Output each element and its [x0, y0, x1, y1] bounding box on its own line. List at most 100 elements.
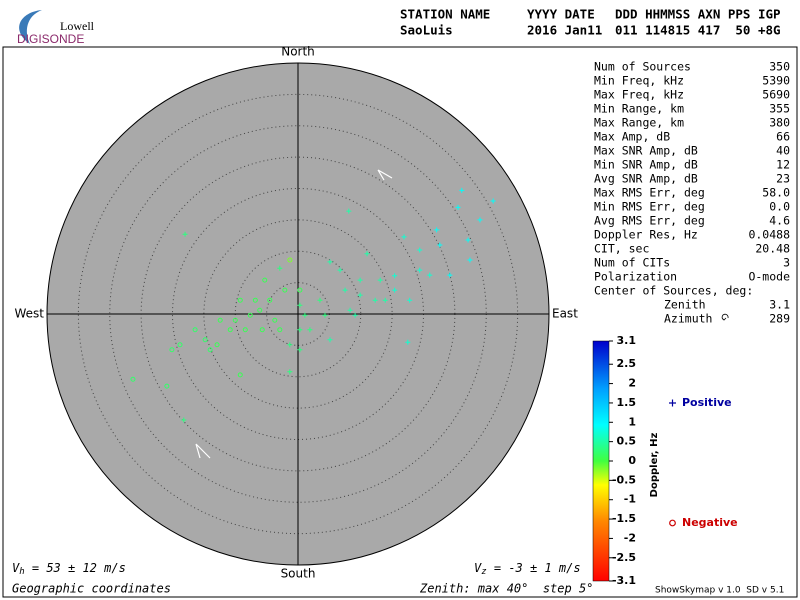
- source-point: [372, 297, 378, 303]
- azimuth-icon: [721, 313, 729, 321]
- source-point: [214, 342, 220, 348]
- direction-label: North: [281, 45, 315, 59]
- source-point: [192, 327, 198, 333]
- direction-label: West: [14, 307, 44, 321]
- stat-value: 40: [776, 144, 790, 158]
- colorbar-tick-label: -2: [624, 531, 636, 544]
- source-point: [297, 287, 303, 293]
- source-point: [352, 312, 358, 318]
- source-point: [177, 342, 183, 348]
- stat-label: Doppler Res, Hz: [594, 228, 698, 242]
- source-point: [277, 265, 283, 271]
- source-point: [252, 297, 258, 303]
- source-point: [327, 259, 333, 265]
- stat-label: Max Freq, kHz: [594, 88, 684, 102]
- source-point: [282, 287, 288, 293]
- source-point: [259, 327, 265, 333]
- source-point: [437, 242, 443, 248]
- stat-value: O-mode: [748, 270, 790, 284]
- stat-label: Max Range, km: [594, 116, 684, 130]
- source-point: [227, 327, 233, 333]
- stat-label: Num of Sources: [594, 60, 691, 74]
- source-point: [417, 247, 423, 253]
- source-point: [382, 297, 388, 303]
- colorbar-tick-label: 0.5: [617, 435, 637, 448]
- source-point: [297, 302, 303, 308]
- stat-value: 66: [776, 130, 790, 144]
- source-point: [181, 417, 187, 423]
- logo-swoosh: [19, 10, 42, 44]
- source-point: [164, 383, 170, 389]
- source-point: [217, 317, 223, 323]
- header-value: 011 114815 417 50 +8G: [615, 23, 781, 38]
- source-point: [447, 272, 453, 278]
- stat-label: Min SNR Amp, dB: [594, 158, 698, 172]
- source-point: [467, 257, 473, 263]
- source-point: [302, 312, 308, 318]
- legend-marker: [669, 399, 676, 407]
- stat-label: Min Range, km: [594, 102, 684, 116]
- colorbar-tick-label: 2.5: [617, 357, 637, 370]
- source-point: [364, 251, 370, 257]
- source-point: [322, 312, 328, 318]
- source-point: [182, 231, 188, 237]
- source-point: [392, 273, 398, 279]
- source-point: [405, 339, 411, 345]
- source-point: [455, 204, 461, 210]
- stat-label: Max SNR Amp, dB: [594, 144, 698, 158]
- source-point: [377, 277, 383, 283]
- source-point: [465, 237, 471, 243]
- coords: Geographic coordinates: [12, 582, 171, 596]
- stats: Num of Sources 350 Min Freq, kHz 5390 Max Fr…: [594, 60, 790, 326]
- stat-label: Max RMS Err, deg: [594, 186, 705, 200]
- logo-top: Lowell: [60, 19, 95, 33]
- colorbar-scale: [592, 340, 610, 582]
- source-point: [267, 297, 273, 303]
- source-point: [169, 347, 175, 353]
- stat-value: 23: [776, 172, 790, 186]
- stat-value: 355: [769, 102, 790, 116]
- colorbar-tick-label: 2: [628, 377, 636, 390]
- colorbar-tick-label: -1: [624, 493, 636, 506]
- header-label: STATION NAME: [400, 7, 490, 22]
- source-point: [237, 297, 243, 303]
- source-point: [459, 187, 465, 193]
- source-point: [401, 234, 407, 240]
- colorbar-tick-label: 0: [628, 454, 636, 467]
- vz: Vz = -3 ± 1 m/s: [474, 561, 581, 577]
- source-point: [262, 277, 268, 283]
- stat-label: Num of CITs: [594, 256, 670, 270]
- stat-value: 5690: [762, 88, 790, 102]
- source-point: [130, 376, 136, 382]
- vh: Vh = 53 ± 12 m/s: [12, 561, 126, 577]
- stat-value: 3: [783, 256, 790, 270]
- stat-value: 0.0488: [748, 228, 790, 242]
- source-point: [287, 342, 293, 348]
- colorbar: 3.1 2.5 2 1.5 1 0.5 0 -0.5 -1 -1.5 -2 -2.5 -3.1 Doppl…: [592, 334, 738, 587]
- source-point: [307, 327, 313, 333]
- colorbar-tick-label: 1: [628, 415, 636, 428]
- source-point: [317, 297, 323, 303]
- source-point: [347, 307, 353, 313]
- legend-label: Positive: [682, 396, 732, 409]
- stat-value: 3.1: [769, 298, 790, 312]
- source-point: [357, 277, 363, 283]
- source-point: [490, 198, 496, 204]
- source-point: [232, 317, 238, 323]
- source-point: [237, 372, 243, 378]
- stat-value: 20.48: [755, 242, 790, 256]
- source-point: [287, 257, 293, 263]
- header-value: 2016 Jan11: [527, 23, 602, 38]
- source-point: [297, 327, 303, 333]
- plot: North South East West: [14, 45, 578, 581]
- stat-label: CIT, sec: [594, 242, 649, 256]
- stat-label: Polarization: [594, 270, 677, 284]
- source-point: [297, 347, 303, 353]
- source-point: [342, 287, 348, 293]
- header-label: YYYY DATE: [527, 7, 595, 22]
- stat-value: 350: [769, 60, 790, 74]
- source-point: [202, 337, 208, 343]
- source-point: [357, 292, 363, 298]
- source-point: [392, 287, 398, 293]
- stat-label: Center of Sources, deg:: [594, 284, 753, 298]
